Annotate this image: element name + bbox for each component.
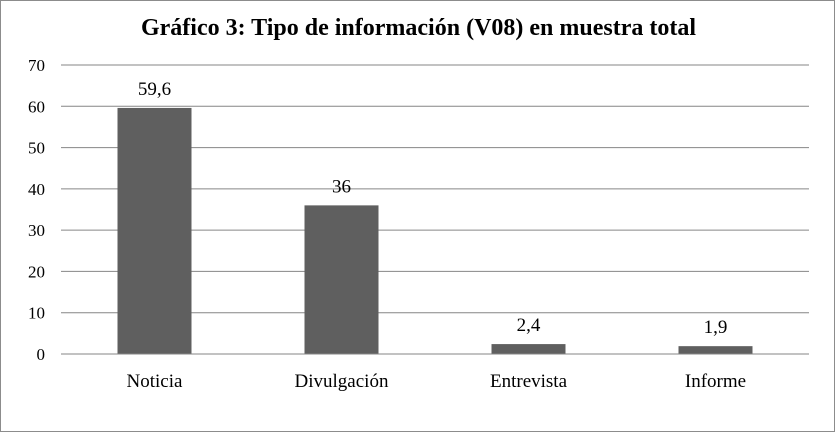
y-tick-label: 30 <box>28 221 45 240</box>
y-tick-label: 70 <box>28 56 45 75</box>
x-axis-ticks: Noticia Divulgación Entrevista Informe <box>127 371 747 392</box>
bar-informe <box>678 346 753 354</box>
y-tick-label: 10 <box>28 304 45 323</box>
y-tick-label: 40 <box>28 180 45 199</box>
x-tick-label: Entrevista <box>490 371 568 392</box>
bars <box>117 107 753 355</box>
y-axis-ticks: 0 10 20 30 40 50 60 70 <box>28 56 45 364</box>
bar-divulgaci-n <box>304 205 379 354</box>
y-tick-label: 20 <box>28 262 45 281</box>
data-label: 1,9 <box>704 317 728 338</box>
data-label: 2,4 <box>517 315 541 336</box>
y-tick-label: 50 <box>28 139 45 158</box>
x-tick-label: Divulgación <box>295 371 389 392</box>
data-label: 59,6 <box>138 79 171 100</box>
y-tick-label: 60 <box>28 97 45 116</box>
bar-noticia <box>117 107 192 355</box>
x-tick-label: Noticia <box>127 371 183 392</box>
x-tick-label: Informe <box>685 371 746 392</box>
chart-title: Gráfico 3: Tipo de información (V08) en … <box>140 15 697 41</box>
data-label: 36 <box>332 176 351 197</box>
data-labels: 59,6 36 2,4 1,9 <box>138 79 728 338</box>
bar-entrevista <box>491 344 566 354</box>
y-tick-label: 0 <box>37 345 46 364</box>
